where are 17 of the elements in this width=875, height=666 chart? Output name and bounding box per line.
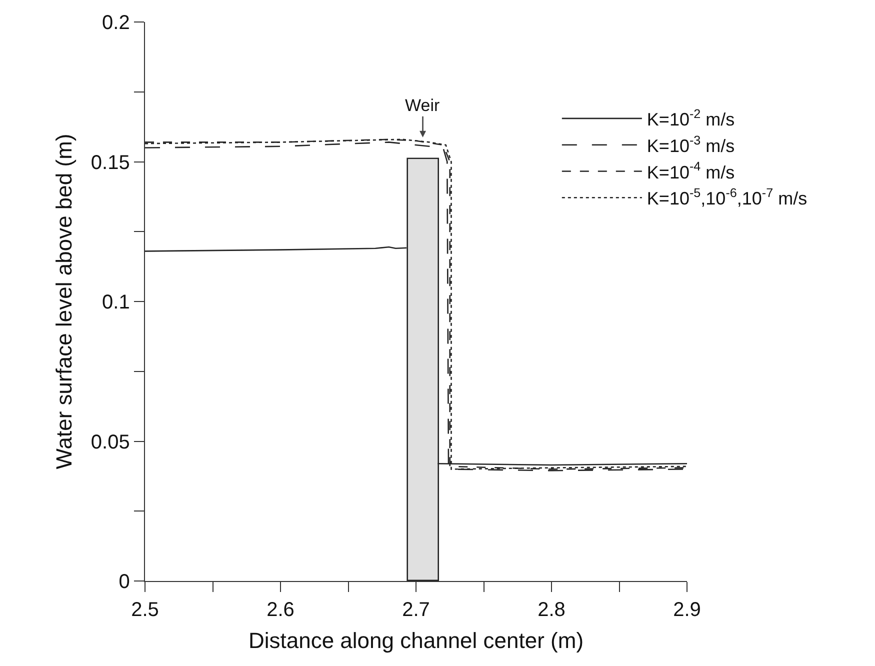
annotation: Weir — [405, 96, 440, 115]
x-tick-label: 2.8 — [538, 599, 566, 622]
x-tick-label: 2.6 — [266, 599, 294, 622]
legend-label: K=10$^{-2}$ m/s — [646, 106, 735, 130]
y-axis-title: Water surface level above bed (m) — [52, 134, 77, 470]
x-tick-label: 2.9 — [673, 599, 701, 622]
y-tick-label: 0 — [118, 571, 130, 593]
x-tick-label: 2.7 — [402, 599, 430, 622]
legend-label: K=10$^{-4}$ m/s — [646, 160, 735, 182]
x-axis-title: Distance along channel center (m) — [248, 628, 584, 654]
x-tick-label: 2.5 — [131, 599, 159, 622]
y-tick-label: 0.15 — [90, 152, 130, 174]
y-tick-label: 0.1 — [102, 292, 130, 314]
y-tick-label: 0.2 — [102, 12, 130, 34]
y-tick-label: 0.05 — [90, 431, 130, 454]
legend-label: K=10$^{-5}$,10$^{-6}$,10$^{-7}$ m/s — [646, 186, 808, 209]
legend-label: K=10$^{-3}$ m/s — [646, 133, 735, 156]
